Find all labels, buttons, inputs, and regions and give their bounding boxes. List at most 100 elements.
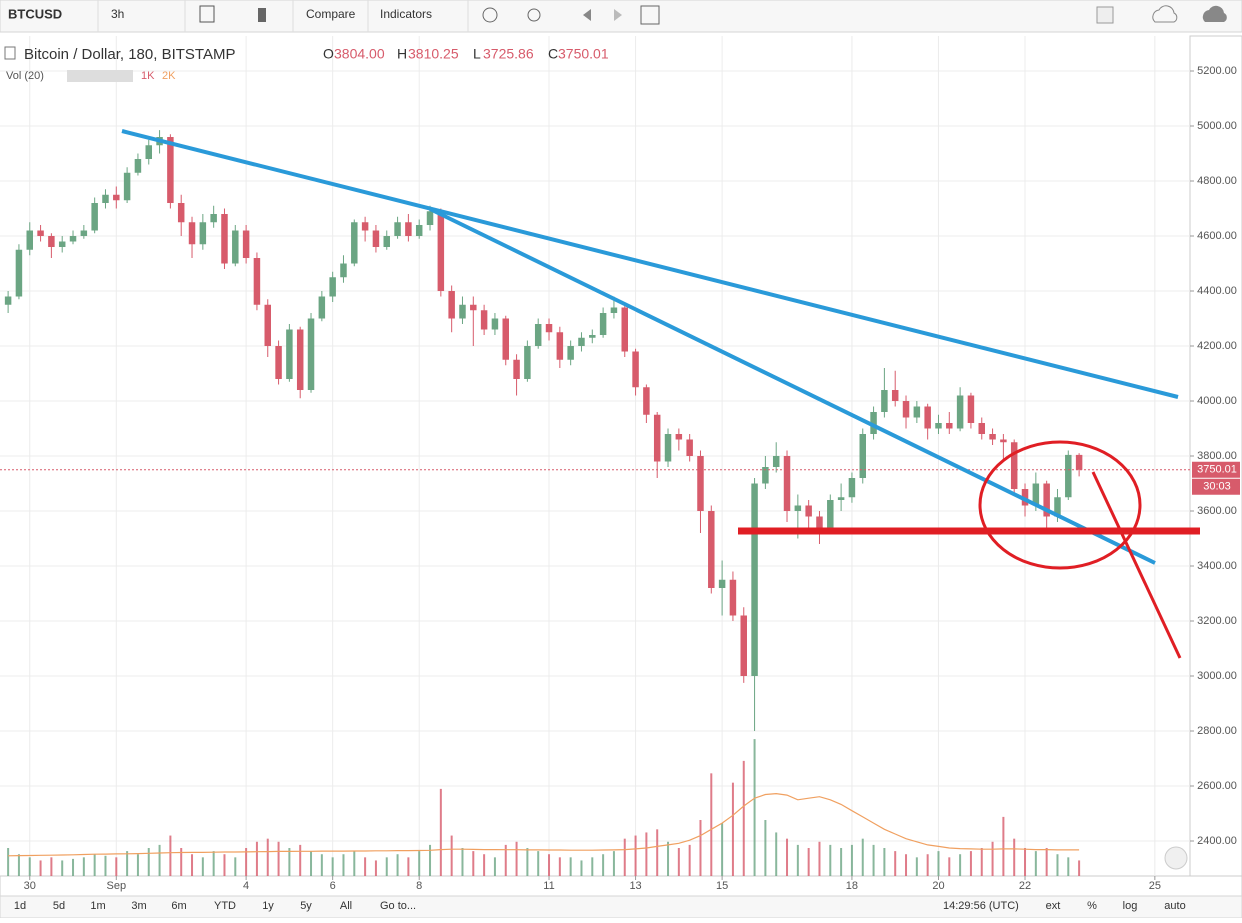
volume-bar	[721, 823, 724, 876]
candle-body	[58, 241, 66, 248]
compare-button[interactable]: Compare	[306, 7, 356, 21]
volume-bar	[894, 851, 897, 876]
projection-line[interactable]	[1091, 471, 1182, 659]
scale-option[interactable]: ext	[1046, 900, 1061, 912]
candle-body	[1021, 488, 1029, 506]
range-button[interactable]: 1d	[14, 900, 26, 912]
candle-body	[816, 516, 823, 528]
volume-bar	[915, 857, 918, 876]
candle-body	[69, 236, 77, 242]
candle-body	[210, 214, 217, 223]
toolbar: BTCUSD 3h Compare Indicators	[0, 0, 1242, 33]
cloud-save[interactable]	[1202, 5, 1227, 22]
volume-bar	[407, 857, 410, 876]
candle-body	[134, 159, 142, 173]
candle-body	[989, 434, 996, 440]
volume-bar	[342, 854, 345, 876]
candle-body	[394, 222, 401, 237]
volume-buttons[interactable]	[67, 70, 133, 82]
layout-icon[interactable]	[1096, 6, 1114, 24]
volume-bar	[245, 848, 248, 876]
candle-body	[470, 304, 477, 311]
candle-body	[188, 222, 196, 245]
volume-bar	[623, 838, 626, 876]
chart-style-icon[interactable]	[199, 5, 215, 23]
volume-bar	[667, 841, 670, 876]
volume-bar	[677, 848, 680, 876]
candle-body	[4, 296, 12, 305]
settings-icon[interactable]	[258, 8, 266, 22]
flag-icon[interactable]	[1164, 846, 1188, 870]
volume-bar	[82, 857, 85, 876]
range-button[interactable]: YTD	[214, 900, 236, 912]
range-button[interactable]: All	[340, 900, 352, 912]
candle-body	[340, 263, 347, 278]
toolbar-bg	[0, 0, 1242, 33]
trend-line[interactable]	[429, 207, 1156, 565]
candle-body	[827, 499, 834, 528]
range-button[interactable]: 1m	[90, 900, 105, 912]
undo-icon[interactable]	[583, 9, 591, 21]
alert-icon[interactable]	[482, 7, 498, 23]
legend-icon	[4, 46, 16, 60]
candle-body	[751, 483, 758, 676]
volume-bar	[429, 844, 432, 876]
interval[interactable]: 3h	[111, 7, 124, 21]
symbol[interactable]: BTCUSD	[8, 6, 62, 21]
scale-option[interactable]: log	[1123, 900, 1138, 912]
volume-bar	[1067, 857, 1070, 876]
volume-bar	[385, 857, 388, 876]
scale-option[interactable]: %	[1087, 900, 1097, 912]
candle-body	[837, 497, 845, 500]
volume-bar	[515, 841, 518, 876]
volume-bar	[266, 838, 269, 876]
legend: Bitcoin / Dollar, 180, BITSTAMP O 3804.0…	[4, 46, 609, 82]
y-tick-label: 2800.00	[1197, 725, 1237, 737]
replay-icon[interactable]	[527, 8, 541, 22]
volume-bar	[775, 832, 778, 876]
volume-bar	[180, 848, 183, 876]
last-price-label: 3750.01	[1197, 464, 1237, 476]
scale-option[interactable]: auto	[1164, 900, 1185, 912]
candle-body	[426, 211, 434, 226]
range-button[interactable]: 1y	[262, 900, 274, 912]
candle-body	[946, 423, 953, 429]
x-tick-label: 18	[846, 880, 858, 892]
candle-body	[924, 406, 931, 429]
bottom-bar: Go to... 14:29:56 (UTC) 1d 5d 1m 3m 6m YTD 1y 5…	[0, 846, 1242, 919]
candle-body	[578, 337, 585, 347]
x-tick-label: 30	[24, 880, 36, 892]
candle-body	[740, 615, 747, 676]
y-tick-label: 4000.00	[1197, 395, 1237, 407]
volume-bar	[201, 857, 204, 876]
volume-bar	[115, 857, 118, 876]
candle-body	[513, 359, 520, 380]
x-tick-label: 11	[543, 880, 554, 892]
goto-button[interactable]: Go to...	[380, 900, 416, 912]
redo-icon[interactable]	[614, 9, 622, 21]
candle-body	[286, 329, 293, 380]
volume-bar	[72, 858, 75, 876]
candle-body	[589, 335, 596, 338]
volume-bar	[591, 857, 594, 876]
range-button[interactable]: 6m	[171, 900, 186, 912]
candle-body	[296, 329, 304, 391]
range-button[interactable]: 5d	[53, 900, 65, 912]
x-tick-label: 8	[416, 880, 422, 892]
volume-bar	[439, 788, 442, 876]
y-tick-label: 3600.00	[1197, 505, 1237, 517]
range-button[interactable]: 5y	[300, 900, 312, 912]
candle-body	[978, 423, 985, 435]
candle-body	[1010, 442, 1018, 489]
volume-bar	[731, 782, 734, 876]
volume-bar	[602, 854, 605, 876]
highlight-ellipse[interactable]	[978, 440, 1142, 570]
candle-body	[383, 236, 390, 248]
range-button[interactable]: 3m	[131, 900, 146, 912]
fullscreen-icon[interactable]	[640, 5, 660, 25]
indicators-button[interactable]: Indicators	[380, 7, 432, 21]
volume-bar	[580, 860, 583, 876]
cloud-load[interactable]	[1152, 5, 1178, 23]
trend-line[interactable]	[121, 129, 1179, 399]
